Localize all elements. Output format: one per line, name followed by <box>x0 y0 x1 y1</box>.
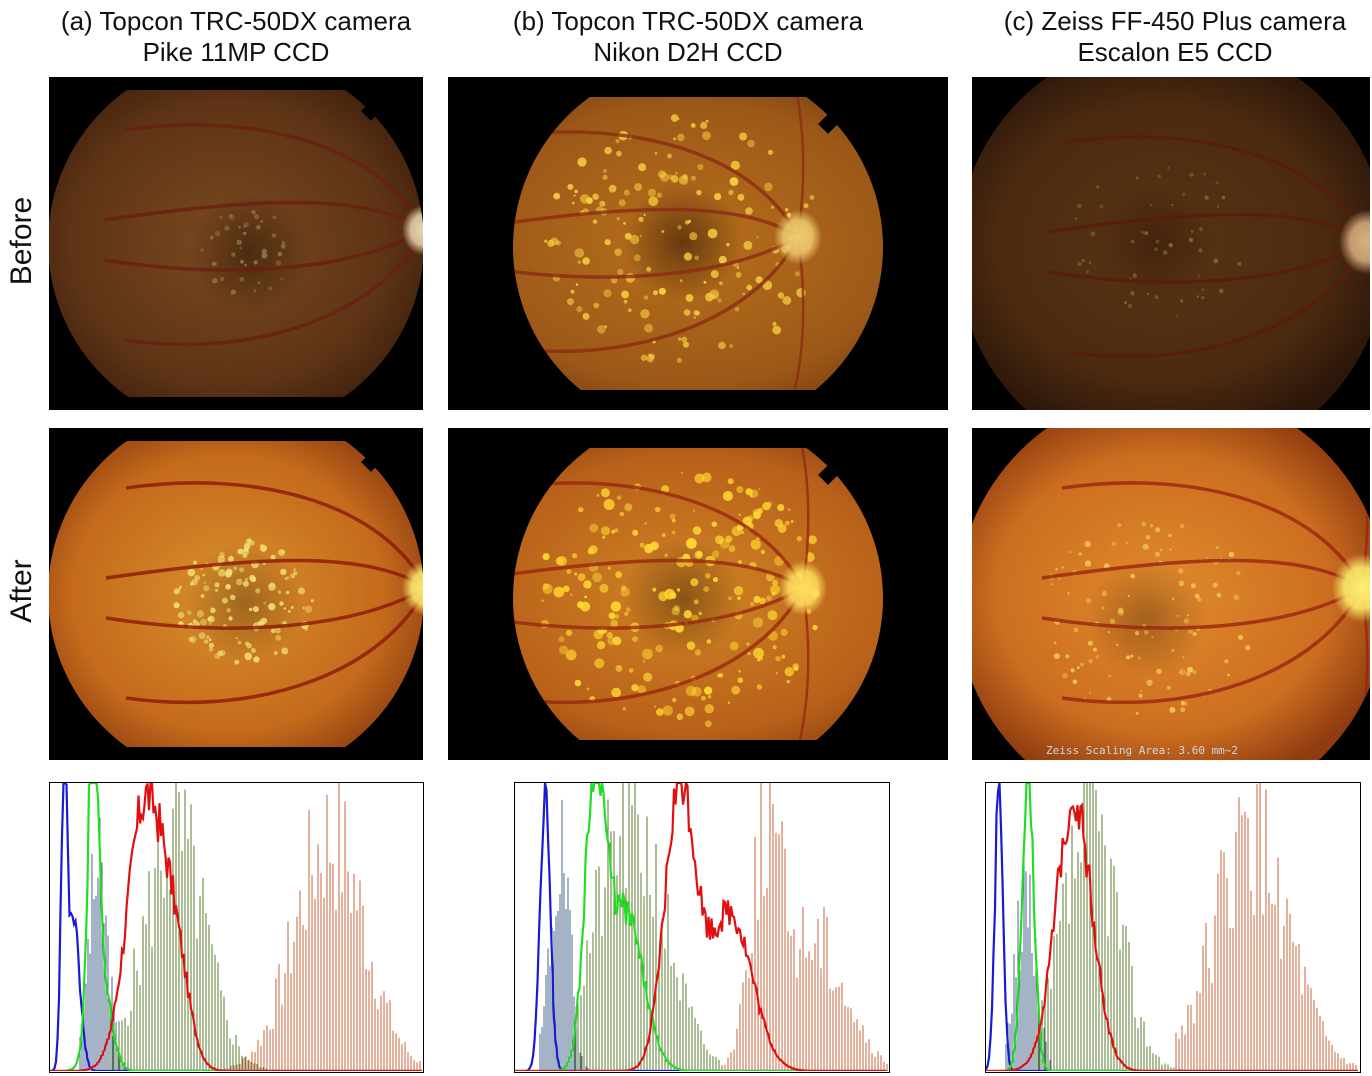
histogram-b <box>514 782 890 1073</box>
fundus-after-b <box>448 428 948 760</box>
fundus-after-c: Zeiss Scaling Area: 3.60 mm~2 <box>972 428 1370 760</box>
column-title-c-line2: Escalon E5 CCD <box>1077 37 1273 67</box>
column-title-a-line2: Pike 11MP CCD <box>142 37 330 67</box>
column-title-b: (b) Topcon TRC-50DX camera Nikon D2H CCD <box>478 6 898 68</box>
column-title-c: (c) Zeiss FF-450 Plus camera Escalon E5 … <box>965 6 1372 68</box>
row-label-after: After <box>5 559 38 623</box>
row-label-before: Before <box>5 196 38 286</box>
column-title-b-line2: Nikon D2H CCD <box>593 37 783 67</box>
histogram-c <box>985 782 1361 1073</box>
fundus-before-b <box>448 77 948 410</box>
column-title-a: (a) Topcon TRC-50DX camera Pike 11MP CCD <box>26 6 446 68</box>
fundus-after-a <box>49 428 423 760</box>
column-title-c-line1: (c) Zeiss FF-450 Plus camera <box>1003 6 1347 36</box>
column-title-b-line1: (b) Topcon TRC-50DX camera <box>512 6 864 36</box>
histogram-a <box>49 782 424 1073</box>
zeiss-scaling-label: Zeiss Scaling Area: 3.60 mm~2 <box>1046 744 1239 757</box>
fundus-before-a <box>49 77 423 410</box>
column-title-a-line1: (a) Topcon TRC-50DX camera <box>60 6 412 36</box>
fundus-before-c <box>972 77 1370 410</box>
